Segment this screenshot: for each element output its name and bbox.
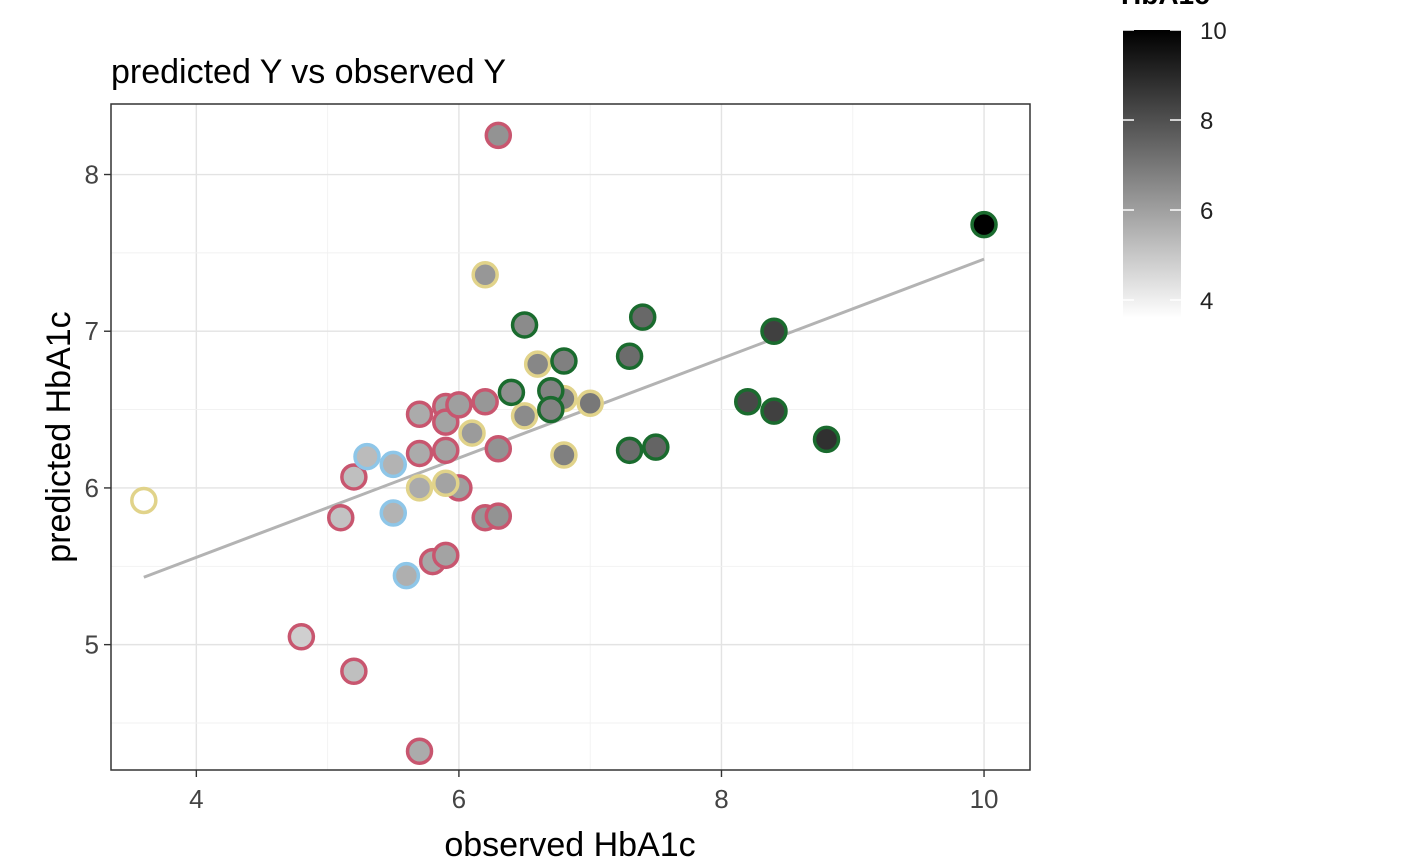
data-point xyxy=(550,347,578,375)
x-tick-label: 8 xyxy=(714,784,728,814)
data-point xyxy=(510,311,539,339)
color-legend: HbA1c 4 6 8 10 xyxy=(1121,0,1227,318)
data-point xyxy=(733,387,762,416)
y-tick-label: 5 xyxy=(85,630,99,660)
data-point xyxy=(379,450,408,479)
legend-tick-label: 4 xyxy=(1200,288,1213,315)
trend-line xyxy=(143,257,985,579)
data-point xyxy=(615,436,644,465)
legend-ticks: 4 6 8 10 xyxy=(1123,18,1227,315)
legend-tick-label: 6 xyxy=(1200,198,1213,225)
chart-title: predicted Y vs observed Y xyxy=(111,53,506,91)
data-point xyxy=(523,350,552,378)
x-tick-label: 10 xyxy=(970,784,999,814)
legend-tick-label: 10 xyxy=(1200,18,1227,45)
data-point xyxy=(405,400,434,429)
data-point xyxy=(340,657,368,686)
data-point xyxy=(760,317,788,345)
legend-title: HbA1c xyxy=(1121,0,1210,10)
data-point xyxy=(576,389,604,418)
data-point xyxy=(812,425,841,454)
y-tick-label: 7 xyxy=(85,316,99,346)
data-point xyxy=(405,439,434,468)
data-point xyxy=(432,436,460,465)
data-point xyxy=(405,737,434,765)
data-point xyxy=(471,387,499,416)
data-point xyxy=(642,433,670,461)
data-point xyxy=(484,502,513,530)
plot-panel xyxy=(111,104,1030,770)
legend-colorbar xyxy=(1123,30,1181,318)
x-tick-label: 4 xyxy=(189,784,203,814)
y-tick-label: 8 xyxy=(85,160,99,190)
x-tick-label: 6 xyxy=(452,784,466,814)
data-point xyxy=(405,474,434,502)
data-point xyxy=(353,442,381,471)
data-point xyxy=(497,378,526,407)
data-point xyxy=(628,303,657,331)
y-tick-label: 6 xyxy=(85,473,99,503)
plot-panel-border xyxy=(110,103,1031,771)
data-point xyxy=(970,210,998,239)
data-point xyxy=(379,499,408,527)
data-point xyxy=(130,486,158,515)
data-point xyxy=(471,261,499,289)
data-point xyxy=(432,469,460,497)
data-point xyxy=(458,419,486,447)
data-point xyxy=(537,395,565,424)
data-point xyxy=(287,623,316,651)
trend-line-layer xyxy=(143,257,985,579)
x-axis-ticks: 4 6 8 10 xyxy=(189,770,999,814)
data-point xyxy=(484,121,513,150)
data-points xyxy=(130,121,998,765)
data-point xyxy=(340,463,368,491)
y-axis-title: predicted HbA1c xyxy=(40,311,78,562)
data-point xyxy=(445,391,473,419)
y-axis-ticks: 5 6 7 8 xyxy=(85,160,111,660)
data-point xyxy=(510,402,539,430)
data-point xyxy=(484,435,513,463)
x-axis-title: observed HbA1c xyxy=(444,826,695,864)
data-point xyxy=(327,503,355,532)
grid-lines xyxy=(111,104,1030,770)
data-point xyxy=(550,441,578,469)
data-point xyxy=(432,541,460,570)
data-point xyxy=(760,397,788,425)
legend-tick-label: 8 xyxy=(1200,108,1213,135)
data-point xyxy=(392,561,421,590)
data-point xyxy=(615,342,644,371)
